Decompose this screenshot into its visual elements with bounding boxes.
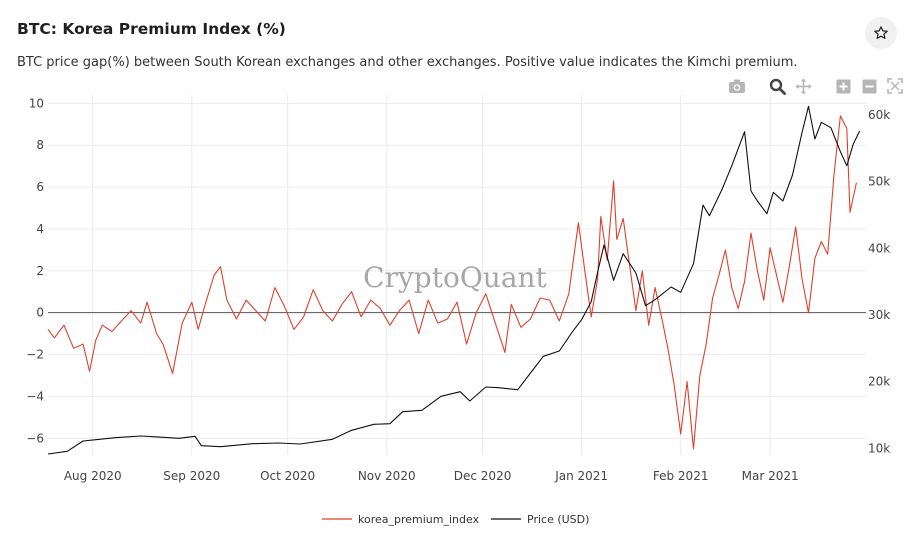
x-tick-label: Dec 2020 — [454, 469, 512, 483]
favorite-button[interactable] — [865, 17, 897, 49]
chart-title: BTC: Korea Premium Index (%) — [17, 20, 286, 38]
y-right-tick-label: 10k — [868, 441, 890, 455]
zoom-button[interactable] — [767, 76, 787, 96]
legend-label-premium: korea_premium_index — [358, 513, 480, 526]
series-lines — [47, 105, 861, 455]
y-axis-left: −6 −4 −2 0 2 4 6 8 10 — [26, 96, 44, 445]
zoom-out-icon — [862, 79, 876, 93]
chart-toolbar — [727, 76, 905, 96]
y-left-tick-label: 2 — [36, 264, 44, 278]
y-left-tick-label: −4 — [26, 389, 44, 403]
zoom-in-button[interactable] — [833, 76, 853, 96]
x-tick-label: Jan 2021 — [554, 469, 608, 483]
star-icon — [874, 26, 888, 39]
x-tick-label: Nov 2020 — [358, 469, 416, 483]
y-left-tick-label: 0 — [36, 306, 44, 320]
y-right-tick-label: 40k — [868, 241, 890, 255]
zoom-out-button[interactable] — [859, 76, 879, 96]
series-line-price-usd — [47, 105, 861, 455]
y-left-tick-label: 4 — [36, 222, 44, 236]
legend-item-price[interactable]: Price (USD) — [491, 513, 589, 526]
x-tick-label: Sep 2020 — [163, 469, 220, 483]
y-left-tick-label: −6 — [26, 431, 44, 445]
y-right-tick-label: 20k — [868, 375, 890, 389]
y-left-tick-label: 8 — [36, 138, 44, 152]
zoom-icon — [769, 78, 786, 95]
zoom-in-icon — [836, 79, 850, 93]
autoscale-icon — [887, 78, 903, 94]
series-line-korea-premium-index — [47, 115, 857, 450]
legend-item-premium[interactable]: korea_premium_index — [322, 513, 480, 526]
legend: korea_premium_index Price (USD) — [322, 513, 589, 526]
y-right-tick-label: 30k — [868, 308, 890, 322]
y-left-tick-label: 6 — [36, 180, 44, 194]
y-right-tick-label: 60k — [868, 108, 890, 122]
pan-icon — [795, 78, 811, 94]
watermark-logo: CryptoQuant — [363, 261, 547, 294]
x-tick-label: Oct 2020 — [260, 469, 315, 483]
x-tick-label: Mar 2021 — [742, 469, 799, 483]
y-right-tick-label: 50k — [868, 175, 890, 189]
x-tick-label: Aug 2020 — [64, 469, 122, 483]
x-axis: Aug 2020 Sep 2020 Oct 2020 Nov 2020 Dec 2020… — [64, 469, 799, 483]
y-left-tick-label: 10 — [29, 96, 44, 110]
download-plot-button[interactable] — [727, 76, 747, 96]
legend-label-price: Price (USD) — [527, 513, 589, 526]
chart-subtitle: BTC price gap(%) between South Korean ex… — [17, 55, 798, 70]
y-left-tick-label: −2 — [26, 348, 44, 362]
y-axis-right: 10k 20k 30k 40k 50k 60k — [868, 108, 890, 455]
x-tick-label: Feb 2021 — [653, 469, 709, 483]
pan-button[interactable] — [793, 76, 813, 96]
grid-lines — [48, 95, 866, 455]
camera-icon — [729, 79, 745, 93]
autoscale-button[interactable] — [885, 76, 905, 96]
